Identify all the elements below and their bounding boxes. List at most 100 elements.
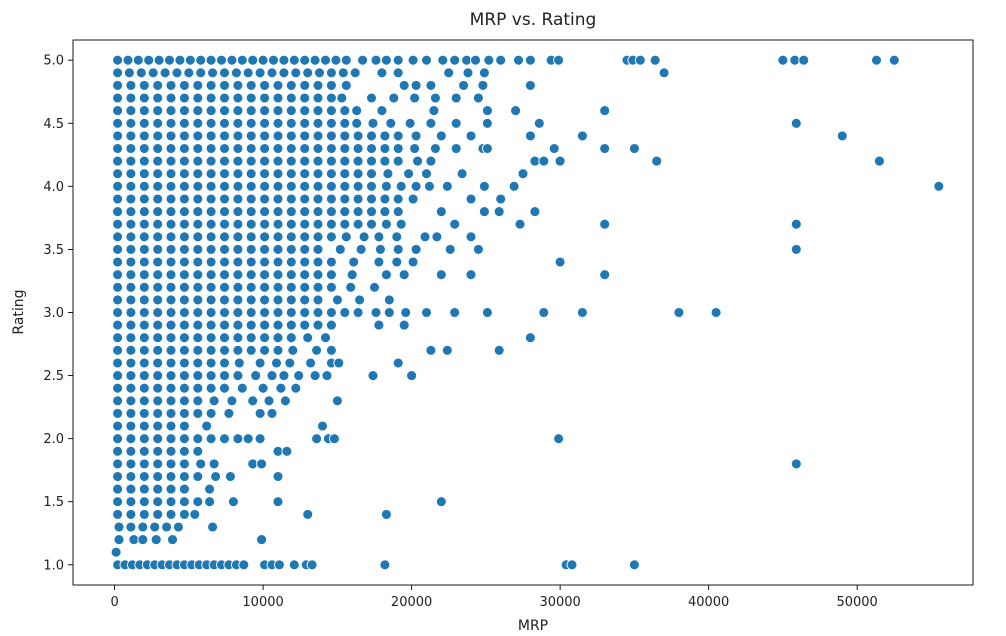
data-point: [311, 344, 323, 356]
data-point: [112, 117, 124, 129]
data-point: [370, 307, 382, 318]
data-point: [226, 395, 238, 407]
data-point: [309, 54, 321, 66]
data-point: [178, 445, 190, 457]
data-point: [366, 206, 377, 218]
data-point: [178, 357, 190, 369]
data-point: [481, 307, 493, 318]
data-point: [299, 307, 311, 318]
data-point: [380, 54, 392, 66]
data-point: [272, 130, 284, 142]
data-point: [285, 269, 297, 281]
data-point: [223, 407, 235, 419]
data-point: [245, 256, 257, 268]
data-point: [383, 307, 395, 318]
data-point: [125, 143, 137, 154]
data-point: [112, 407, 124, 419]
data-point: [112, 281, 124, 293]
data-point: [302, 67, 314, 79]
data-point: [219, 281, 230, 293]
data-point: [259, 105, 271, 117]
data-point: [165, 231, 177, 243]
data-point: [138, 357, 150, 369]
data-point: [376, 67, 388, 79]
data-point: [165, 281, 177, 293]
data-point: [125, 180, 137, 192]
data-point: [299, 92, 311, 104]
data-point: [236, 54, 248, 66]
y-axis-label: Rating: [11, 289, 27, 334]
data-point: [192, 130, 204, 142]
x-axis-label: MRP: [518, 618, 548, 634]
data-point: [330, 54, 342, 66]
data-point: [628, 559, 640, 571]
data-point: [125, 395, 137, 407]
data-point: [192, 382, 204, 394]
data-point: [268, 54, 279, 66]
data-point: [205, 117, 217, 129]
data-point: [232, 433, 244, 445]
data-point: [673, 307, 685, 318]
data-point: [112, 130, 124, 142]
data-point: [325, 206, 337, 218]
data-point: [219, 206, 230, 218]
data-point: [138, 269, 150, 281]
data-point: [465, 269, 477, 281]
data-point: [312, 143, 324, 154]
data-point: [245, 155, 257, 167]
data-point: [178, 344, 190, 356]
data-point: [232, 105, 244, 117]
data-point: [152, 407, 164, 419]
data-point: [245, 218, 257, 230]
data-point: [159, 67, 171, 79]
data-point: [138, 319, 150, 331]
data-point: [112, 92, 124, 104]
data-point: [138, 496, 150, 508]
data-point: [125, 231, 137, 243]
data-point: [232, 319, 244, 331]
data-point: [165, 130, 177, 142]
data-point: [178, 143, 190, 154]
data-point: [339, 218, 351, 230]
data-point: [165, 117, 177, 129]
data-point: [254, 67, 266, 79]
data-point: [204, 496, 216, 508]
data-point: [425, 155, 437, 167]
data-point: [352, 130, 364, 142]
data-point: [272, 307, 284, 318]
data-point: [125, 117, 137, 129]
data-point: [429, 143, 441, 154]
data-point: [373, 256, 385, 268]
data-point: [125, 471, 137, 482]
data-point: [312, 79, 324, 91]
data-point: [259, 332, 271, 344]
data-point: [236, 382, 248, 394]
data-point: [285, 294, 297, 306]
data-point: [369, 281, 380, 293]
data-point: [208, 395, 220, 407]
data-point: [112, 67, 124, 79]
data-point: [325, 256, 337, 268]
data-point: [178, 382, 190, 394]
data-point: [312, 130, 324, 142]
data-point: [219, 382, 230, 394]
data-point: [398, 79, 410, 91]
data-point: [205, 433, 217, 445]
y-axis: 1.0 1.5 2.0 2.5 3.0 3.5 4.0 4.5 5.0: [43, 54, 73, 573]
x-tick-label: 20000: [391, 595, 432, 610]
data-point: [312, 319, 324, 331]
data-point: [192, 193, 204, 205]
data-point: [192, 218, 204, 230]
data-point: [125, 193, 137, 205]
data-point: [278, 370, 290, 382]
data-point: [272, 344, 284, 356]
data-point: [325, 231, 337, 243]
data-point: [325, 130, 337, 142]
data-point: [152, 180, 164, 192]
data-point: [272, 269, 284, 281]
data-point: [462, 67, 474, 79]
data-point: [192, 319, 204, 331]
data-point: [259, 307, 271, 318]
data-point: [554, 256, 566, 268]
data-point: [599, 105, 611, 117]
